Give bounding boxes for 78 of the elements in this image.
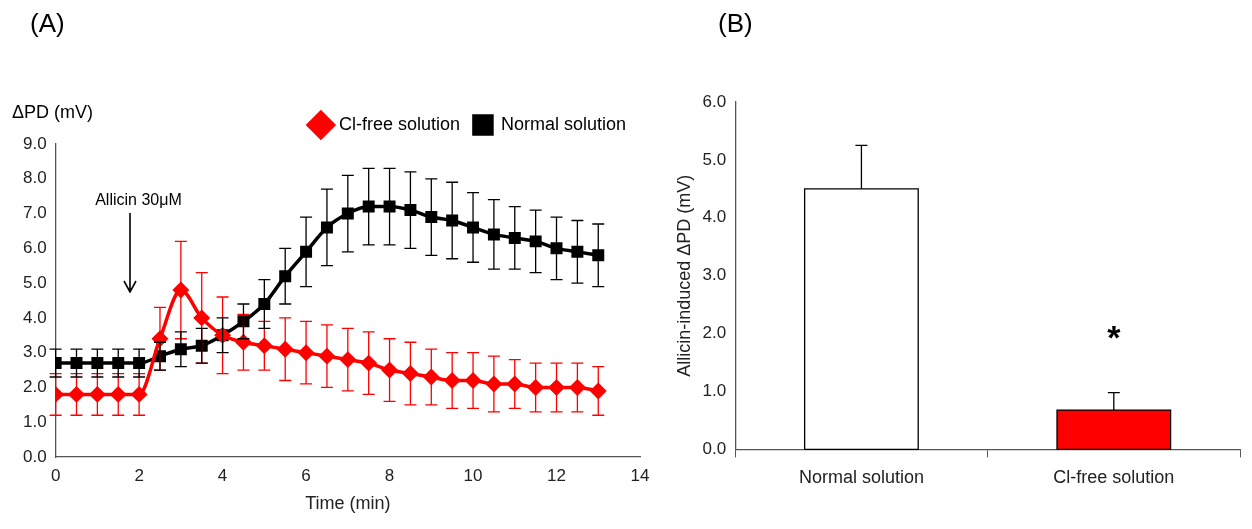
point (423, 369, 440, 385)
x-tick-label: 2 (134, 465, 144, 485)
x-tick-label: 12 (547, 465, 566, 485)
y-tick-label: 8.0 (22, 168, 47, 188)
y-tick-label: 6.0 (702, 91, 727, 111)
point (110, 386, 126, 403)
point (300, 245, 313, 258)
point (174, 343, 187, 356)
x-tick-label: 0 (50, 465, 61, 485)
x-tick-label: 6 (301, 465, 311, 485)
y-tick-label: 4.0 (702, 207, 727, 227)
y-axis-title: Allicin-induced ΔPD (mV) (673, 174, 694, 377)
point (550, 242, 563, 255)
point (425, 211, 438, 224)
y-tick-label: 1.0 (702, 381, 727, 401)
y-tick-label: 4.0 (22, 307, 47, 327)
y-tick-label: 3.0 (22, 342, 47, 362)
y-tick-label: 5.0 (702, 149, 727, 169)
point (340, 351, 356, 368)
point (362, 200, 375, 213)
point (527, 379, 544, 396)
chart-title: (A) (30, 8, 65, 39)
point (571, 245, 584, 258)
y-tick-label: 1.0 (22, 411, 47, 431)
point (341, 207, 354, 220)
point (133, 357, 146, 370)
point (444, 372, 460, 389)
point (256, 337, 273, 354)
y-tick-label: 0.0 (22, 446, 47, 466)
y-tick-label: 6.0 (22, 238, 47, 258)
y-tick-label: 9.0 (22, 133, 47, 153)
x-tick-label: 10 (463, 465, 483, 485)
legend-label: Normal solution (500, 113, 627, 134)
point (70, 357, 83, 370)
annotation: Allicin 30μM (95, 191, 182, 209)
x-tick-label: Cl-free solution (1053, 467, 1175, 488)
y-tick-label: 2.0 (22, 377, 47, 397)
chart-title: (B) (718, 8, 753, 39)
point (446, 214, 459, 227)
point (235, 334, 252, 350)
point (320, 221, 333, 234)
point (548, 379, 565, 396)
y-tick-label: 0.0 (702, 439, 727, 459)
point (193, 310, 210, 326)
point (279, 270, 292, 283)
point (508, 231, 521, 244)
point (195, 339, 208, 352)
x-tick-label: 8 (384, 465, 395, 485)
point (404, 204, 417, 217)
point (592, 249, 605, 262)
point (467, 221, 480, 234)
point (383, 200, 396, 213)
y-tick-label: 7.0 (22, 203, 47, 223)
point (402, 365, 419, 382)
y-axis-title: ΔPD (mV) (12, 101, 94, 122)
point (91, 357, 104, 370)
point (569, 379, 586, 396)
point (529, 235, 542, 248)
point (360, 355, 377, 371)
point (381, 362, 398, 378)
x-tick-label: 4 (217, 465, 228, 485)
x-tick-label: Normal solution (798, 467, 924, 488)
x-tick-label: 14 (630, 465, 650, 485)
legend-label: Cl-free solution (338, 113, 460, 134)
y-tick-label: 3.0 (702, 265, 727, 285)
point (112, 357, 125, 370)
point (277, 341, 293, 357)
point (507, 376, 523, 392)
y-tick-label: 2.0 (702, 323, 727, 343)
point (258, 297, 271, 310)
x-axis-title: Time (min) (305, 493, 391, 514)
annotation: * (1107, 318, 1122, 357)
point (89, 386, 106, 403)
y-tick-label: 5.0 (22, 272, 47, 292)
point (68, 386, 85, 403)
point (590, 383, 607, 399)
point (237, 315, 250, 328)
point (487, 228, 500, 241)
